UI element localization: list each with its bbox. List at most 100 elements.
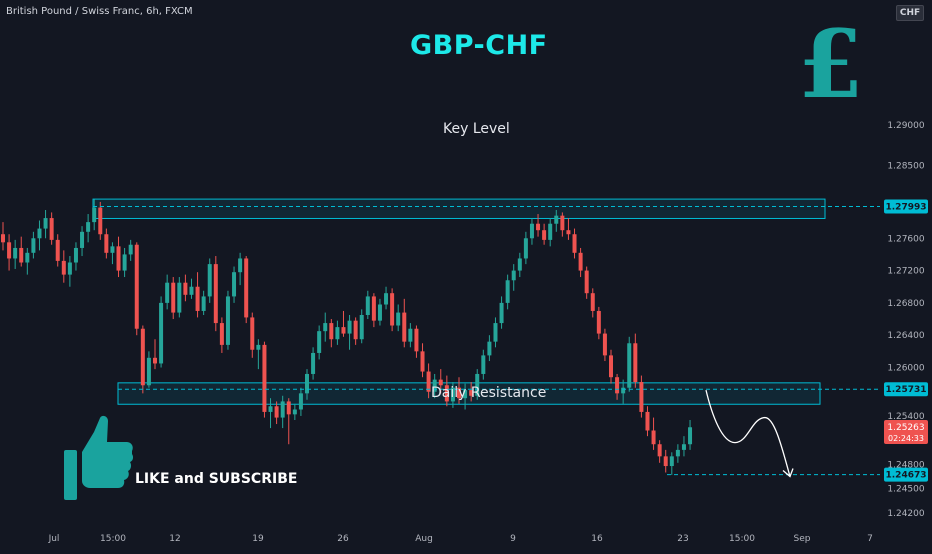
- candle: [499, 296, 504, 329]
- candle-body: [542, 230, 547, 240]
- candle: [505, 274, 510, 310]
- price-tick-label: 1.24800: [887, 460, 924, 470]
- price-tick-label: 1.26400: [887, 331, 924, 341]
- candle: [128, 239, 133, 261]
- candle: [408, 323, 413, 348]
- candle: [523, 231, 528, 265]
- candle-body: [329, 323, 334, 340]
- candle: [244, 256, 249, 324]
- candle: [207, 258, 212, 303]
- price-tick-label: 1.27200: [887, 267, 924, 277]
- candle: [49, 212, 54, 245]
- candle-body: [566, 230, 571, 235]
- candle: [171, 277, 176, 320]
- time-tick-label: Sep: [794, 534, 811, 544]
- candle-body: [110, 246, 115, 253]
- candle: [633, 333, 638, 388]
- candle: [286, 398, 291, 445]
- candle-body: [317, 331, 322, 353]
- candle: [335, 320, 340, 345]
- candle-body: [323, 323, 328, 332]
- candle-body: [675, 449, 680, 457]
- candle-body: [31, 238, 36, 253]
- candle: [238, 252, 243, 286]
- candle: [256, 339, 261, 370]
- like-subscribe-text: LIKE and SUBSCRIBE: [135, 471, 298, 487]
- zones-layer: [92, 198, 826, 405]
- symbol-info[interactable]: British Pound / Swiss Franc, 6h, FXCM: [6, 6, 193, 17]
- candle: [134, 242, 139, 336]
- candle-body: [359, 315, 364, 340]
- candle-body: [651, 430, 656, 445]
- candle: [548, 218, 553, 247]
- candle-body: [286, 401, 291, 415]
- price-level-tag: 1.25731: [884, 382, 928, 397]
- price-axis[interactable]: 1.29000 1.28500 1.27600 1.27200 1.26800 1.264…: [884, 121, 928, 519]
- candle: [651, 417, 656, 450]
- time-tick-label: 26: [337, 534, 349, 544]
- price-tick-label: 1.26000: [887, 364, 924, 374]
- candle-body: [669, 456, 674, 467]
- candle-body: [122, 254, 127, 271]
- candle: [377, 298, 382, 326]
- time-axis[interactable]: Jul 15:00 12 19 26 Aug 9 16 23 15:00 Sep 7: [48, 534, 873, 544]
- price-tag-text: 1.24673: [886, 471, 927, 481]
- projection-curve: [705, 389, 791, 477]
- price-level-tag: 1.27993: [884, 199, 928, 214]
- candle: [61, 250, 66, 283]
- candle: [225, 290, 230, 350]
- candle: [560, 212, 565, 237]
- candle: [7, 234, 12, 271]
- candle-body: [177, 282, 182, 313]
- candle-body: [536, 223, 541, 231]
- candle: [268, 398, 273, 429]
- candle-body: [92, 207, 97, 223]
- chart-title: GBP-CHF: [410, 30, 548, 61]
- candle: [681, 436, 686, 457]
- candle: [195, 272, 200, 318]
- candle: [432, 373, 437, 399]
- candle-body: [262, 344, 267, 412]
- candle: [110, 242, 115, 265]
- currency-badge[interactable]: CHF: [896, 5, 924, 21]
- candle-body: [444, 385, 449, 402]
- candle: [542, 223, 547, 245]
- candle-body: [390, 293, 395, 326]
- price-level-tag: 1.24673: [884, 467, 928, 482]
- candle: [457, 377, 461, 404]
- candle-body: [134, 244, 139, 329]
- candle: [609, 349, 613, 384]
- candle-body: [274, 406, 279, 418]
- price-tag-bg: [884, 382, 928, 397]
- candle-body: [335, 327, 340, 340]
- candle: [627, 336, 632, 392]
- candle: [341, 310, 346, 337]
- candle-body: [37, 228, 42, 239]
- time-tick-label: 15:00: [729, 534, 755, 544]
- candle-body: [19, 247, 24, 263]
- candle: [262, 341, 267, 418]
- candle-body: [189, 286, 194, 295]
- candle-body: [256, 344, 261, 350]
- candle: [317, 325, 322, 360]
- candle-body: [457, 387, 461, 399]
- candle-body: [353, 320, 358, 340]
- candle-body: [548, 223, 553, 240]
- candle: [80, 226, 85, 257]
- candle-body: [475, 373, 480, 396]
- time-tick-label: 23: [677, 534, 688, 544]
- candle-body: [584, 270, 589, 294]
- candle: [536, 214, 541, 237]
- candle: [444, 375, 449, 407]
- time-tick-label: 7: [867, 534, 873, 544]
- candle-body: [487, 341, 492, 356]
- candle-body: [201, 296, 206, 311]
- candle-body: [128, 244, 133, 255]
- candle-body: [560, 215, 565, 231]
- candle-body: [183, 282, 188, 295]
- level-lines-layer: [93, 206, 880, 476]
- candle-body: [511, 270, 516, 281]
- candle-body: [61, 260, 66, 275]
- candle: [487, 335, 492, 362]
